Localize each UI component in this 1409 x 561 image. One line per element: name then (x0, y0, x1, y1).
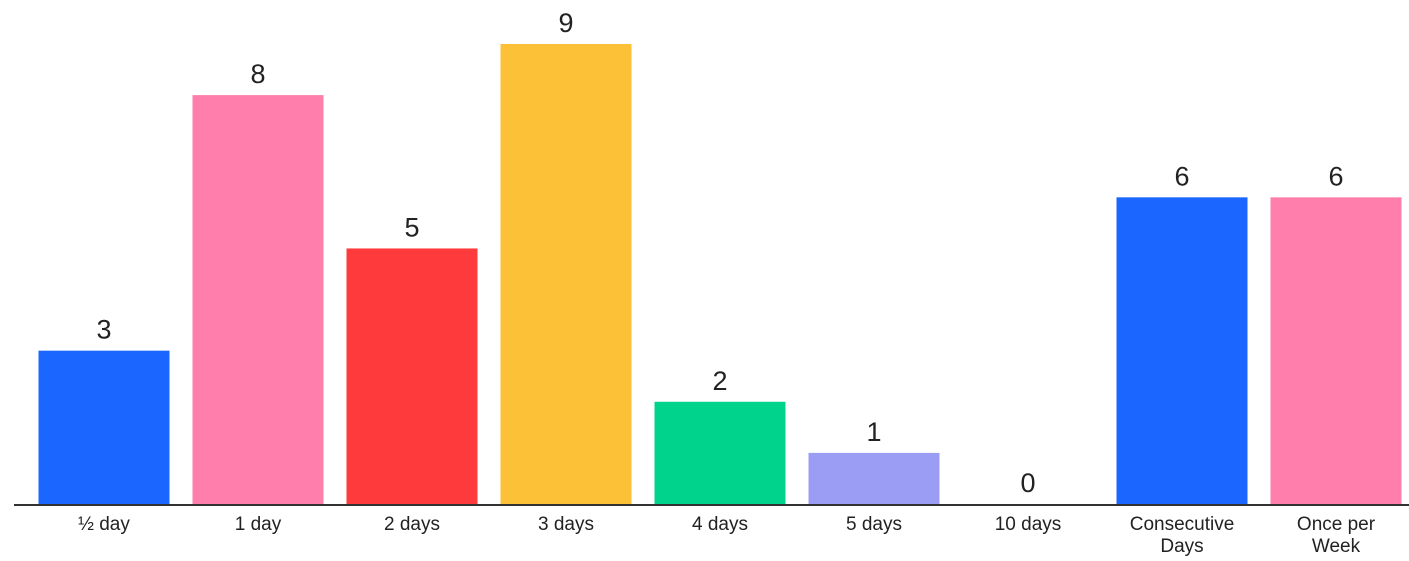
bar-5-days (808, 452, 940, 504)
value-label-5-days: 1 (866, 417, 881, 447)
value-label-1-day: 8 (250, 59, 265, 89)
value-label-4-days: 2 (712, 366, 727, 396)
x-tick-labels-layer: ½ day 1 day 2 days 3 days 4 days 5 days 10 day… (78, 514, 1376, 557)
x-tick-label-line: Week (1312, 536, 1361, 557)
bar-consecutive-days (1116, 197, 1248, 505)
x-tick-label-line: 2 days (384, 514, 440, 535)
value-label-once-per-week: 6 (1328, 161, 1343, 191)
x-tick-label-line: Days (1160, 536, 1203, 557)
value-labels-layer: 3 8 5 9 2 1 0 6 6 (96, 8, 1343, 498)
bar-4-days (654, 401, 786, 504)
x-tick-label-2-days: 2 days (384, 514, 440, 535)
bar-half-day (38, 350, 170, 504)
x-tick-label-line: 10 days (995, 514, 1062, 535)
x-tick-label-line: 4 days (692, 514, 748, 535)
x-tick-label-line: 1 day (235, 514, 282, 535)
value-label-consecutive-days: 6 (1174, 161, 1189, 191)
bar-once-per-week (1270, 197, 1402, 505)
x-tick-label-line: 3 days (538, 514, 594, 535)
bars-layer (38, 44, 1402, 505)
x-tick-label-line: Once per (1297, 514, 1376, 535)
x-tick-label-once-per-week: Once per Week (1297, 514, 1376, 557)
value-label-2-days: 5 (404, 212, 419, 242)
x-tick-label-line: ½ day (78, 514, 130, 535)
x-tick-label-3-days: 3 days (538, 514, 594, 535)
value-label-10-days: 0 (1020, 468, 1035, 498)
x-tick-label-5-days: 5 days (846, 514, 902, 535)
bar-3-days (500, 44, 632, 504)
x-tick-label-4-days: 4 days (692, 514, 748, 535)
x-tick-label-line: Consecutive (1130, 514, 1235, 535)
x-tick-label-10-days: 10 days (995, 514, 1062, 535)
bar-1-day (192, 95, 324, 504)
bar-2-days (346, 248, 478, 504)
value-label-3-days: 9 (558, 8, 573, 38)
value-label-half-day: 3 (96, 315, 111, 345)
x-tick-label-consecutive-days: Consecutive Days (1130, 514, 1235, 557)
x-tick-label-half-day: ½ day (78, 514, 130, 535)
x-tick-label-1-day: 1 day (235, 514, 282, 535)
x-tick-label-line: 5 days (846, 514, 902, 535)
